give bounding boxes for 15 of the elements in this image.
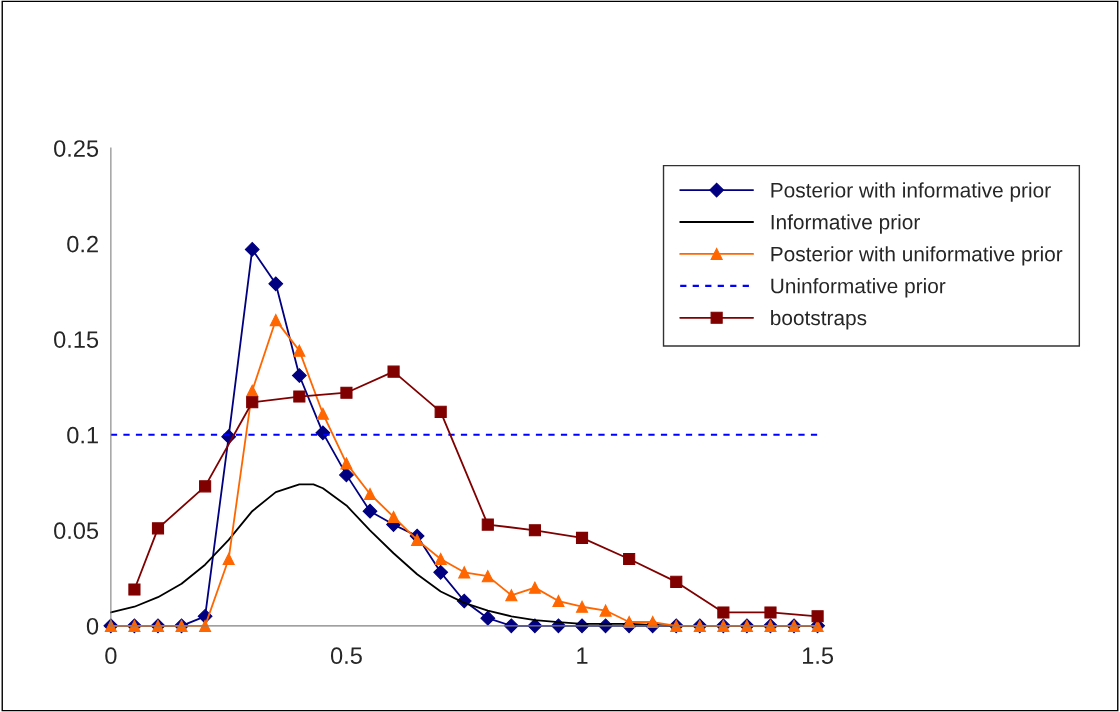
legend-label: Informative prior xyxy=(771,214,920,234)
x-tick-label: 1.5 xyxy=(802,647,834,665)
x-tick-label: 1 xyxy=(577,647,588,664)
x-tick-label: 0 xyxy=(105,647,117,665)
legend-label: Posterior with informative prior xyxy=(771,182,1051,202)
y-tick-label: 0 xyxy=(86,617,99,635)
legend-label: Uninformative prior xyxy=(771,278,946,298)
y-tick-label: 0.25 xyxy=(54,140,99,157)
y-tick-label: 0.05 xyxy=(54,522,99,540)
legend-label: bootstraps xyxy=(771,309,867,330)
y-tick-label: 0.2 xyxy=(67,235,98,253)
y-tick-label: 0.1 xyxy=(67,426,98,444)
y-tick-label: 0.15 xyxy=(54,331,99,348)
legend-label: Posterior with uniformative prior xyxy=(771,246,1063,266)
x-tick-label: 0.5 xyxy=(330,647,362,665)
